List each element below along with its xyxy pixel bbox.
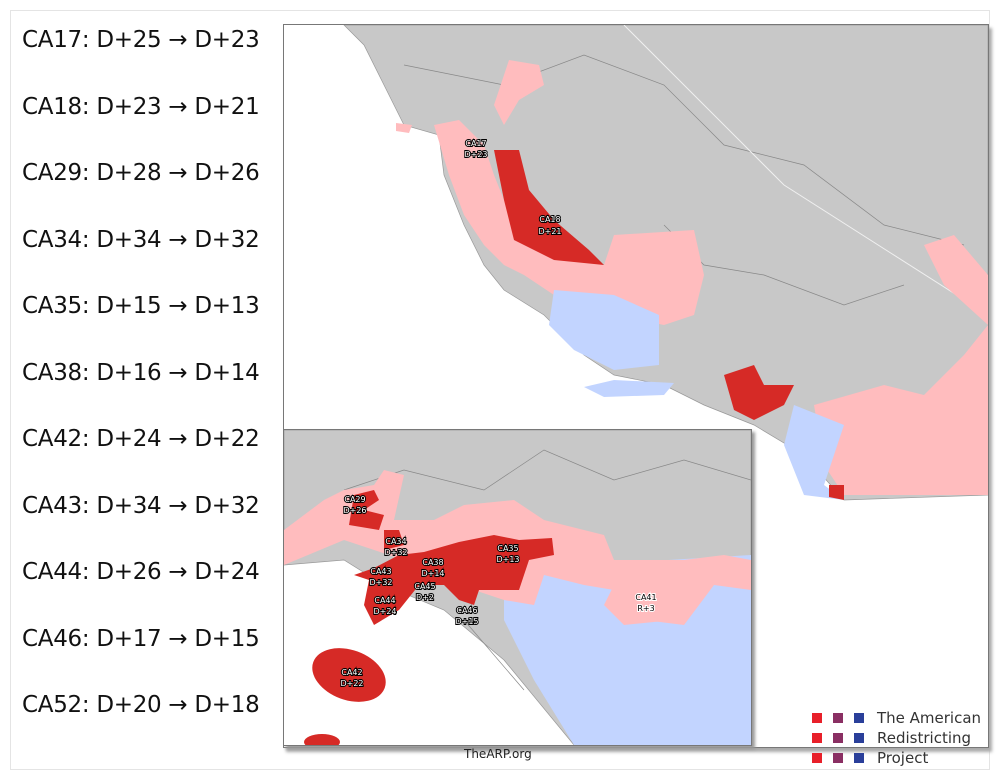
arp-logo: The American Redistricting Project	[812, 708, 981, 768]
map-label-lean: R+3	[637, 604, 654, 613]
logo-line: Redistricting	[877, 729, 972, 747]
change-item: CA17: D+25 → D+23	[22, 27, 260, 53]
map-label-district: CA46	[456, 606, 477, 615]
change-list: CA17: D+25 → D+23 CA18: D+23 → D+21 CA29…	[22, 22, 282, 754]
inset-map-la[interactable]: CA29 D+26 CA34 D+32 CA43 D+32 CA38 D+14 …	[283, 429, 752, 746]
map-label-district: CA18	[539, 215, 560, 224]
map-label-lean: D+23	[464, 150, 487, 159]
districts-lean-dem	[396, 60, 988, 495]
map-label-district: CA41	[635, 593, 656, 602]
logo-line: Project	[877, 749, 929, 767]
map-label-lean: D+2	[416, 593, 434, 602]
change-item: CA38: D+16 → D+14	[22, 359, 260, 386]
change-item: CA44: D+26 → D+24	[22, 559, 260, 585]
map-label-district: CA17	[465, 139, 486, 148]
map-label-lean: D+15	[455, 617, 478, 626]
logo-line: The American	[877, 709, 982, 727]
map-label-district: CA42	[341, 668, 362, 677]
map-label-district: CA44	[374, 596, 395, 605]
footer-url: TheARP.org	[464, 747, 532, 761]
change-item: CA34: D+34 → D+32	[22, 226, 260, 253]
map-label-lean: D+21	[538, 227, 561, 236]
map-label-lean: D+13	[496, 555, 519, 564]
change-item: CA42: D+24 → D+22	[22, 426, 260, 452]
change-item: CA52: D+20 → D+18	[22, 692, 260, 718]
change-item: CA46: D+17 → D+15	[22, 625, 260, 652]
map-label-district: CA29	[344, 495, 365, 504]
map-label-lean: D+32	[384, 548, 407, 557]
map-label-district: CA38	[422, 558, 443, 567]
map-label-district: CA43	[370, 567, 391, 576]
change-item: CA35: D+15 → D+13	[22, 293, 260, 319]
map-label-lean: D+22	[340, 679, 363, 688]
districts-rep	[549, 290, 844, 500]
map-label-lean: D+14	[421, 569, 444, 578]
districts-strong-dem	[349, 490, 384, 530]
change-item: CA43: D+34 → D+32	[22, 492, 260, 519]
map-label-lean: D+32	[369, 578, 392, 587]
change-item: CA29: D+28 → D+26	[22, 160, 260, 186]
districts-strong-dem	[494, 150, 844, 500]
change-item: CA18: D+23 → D+21	[22, 93, 260, 120]
map-label-district: CA45	[414, 582, 435, 591]
figure-frame	[10, 10, 990, 770]
map-label-district: CA34	[385, 537, 406, 546]
map-label-lean: D+24	[373, 607, 396, 616]
map-label-district: CA35	[497, 544, 518, 553]
map-label-lean: D+26	[343, 506, 366, 515]
